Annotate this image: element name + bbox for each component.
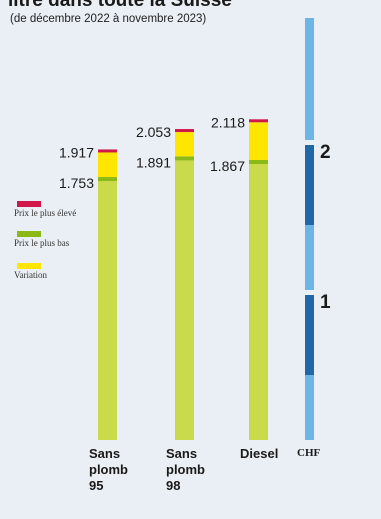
high-value-label-0: 1.917 (59, 144, 94, 160)
chart-subtitle: (de décembre 2022 à novembre 2023) (10, 13, 206, 25)
low-value-label-1: 1.891 (136, 154, 171, 170)
bar-high-0 (98, 149, 117, 153)
axis-band-top (305, 18, 314, 140)
category-label-1-0: Sans (166, 446, 197, 461)
high-value-label-1: 2.053 (136, 124, 171, 140)
legend-swatch-0 (17, 201, 41, 207)
bar-low-2 (249, 159, 268, 440)
bar-low-cap-2 (249, 159, 268, 164)
axis-unit-label: CHF (297, 447, 321, 459)
bars: 1.9171.753Sansplomb952.0531.891Sansplomb… (59, 114, 278, 493)
axis-band-2 (305, 145, 314, 225)
axis-tick-label-0: 1 (320, 292, 331, 313)
chf-axis: 1 2 CHF (297, 18, 331, 459)
axis-band-mid (305, 225, 314, 290)
legend-swatch-2 (17, 263, 41, 269)
bar-low-0 (98, 177, 117, 441)
category-label-0-0: Sans (89, 446, 120, 461)
category-label-2-0: Diesel (240, 446, 278, 461)
bar-variation-0 (98, 152, 117, 178)
legend-swatch-1 (17, 231, 41, 237)
legend-label-0: Prix le plus élevé (14, 208, 76, 218)
chart-title: litre dans toute la Suisse (8, 0, 232, 11)
legend: Prix le plus élevé Prix le plus bas Variat… (14, 201, 76, 280)
bar-low-cap-0 (98, 177, 117, 182)
axis-tick-label-1: 2 (320, 142, 331, 163)
legend-label-1: Prix le plus bas (14, 238, 70, 248)
bar-variation-1 (175, 132, 194, 157)
axis-band-bottom (305, 375, 314, 440)
bar-variation-2 (249, 122, 268, 160)
low-value-label-0: 1.753 (59, 175, 94, 191)
bar-low-cap-1 (175, 156, 194, 161)
category-label-0-1: plomb (89, 462, 128, 477)
bar-group-2: 2.118 1.867 Diesel (210, 114, 278, 461)
category-label-1-2: 98 (166, 478, 180, 493)
high-value-label-2: 2.118 (211, 114, 245, 130)
bar-low-1 (175, 156, 194, 440)
category-label-0-2: 95 (89, 478, 103, 493)
legend-label-2: Variation (14, 270, 47, 280)
bar-high-2 (249, 119, 268, 123)
low-value-label-2: 1.867 (210, 158, 245, 174)
category-label-1-1: plomb (166, 462, 205, 477)
axis-band-1 (305, 295, 314, 375)
bar-high-1 (175, 129, 194, 133)
